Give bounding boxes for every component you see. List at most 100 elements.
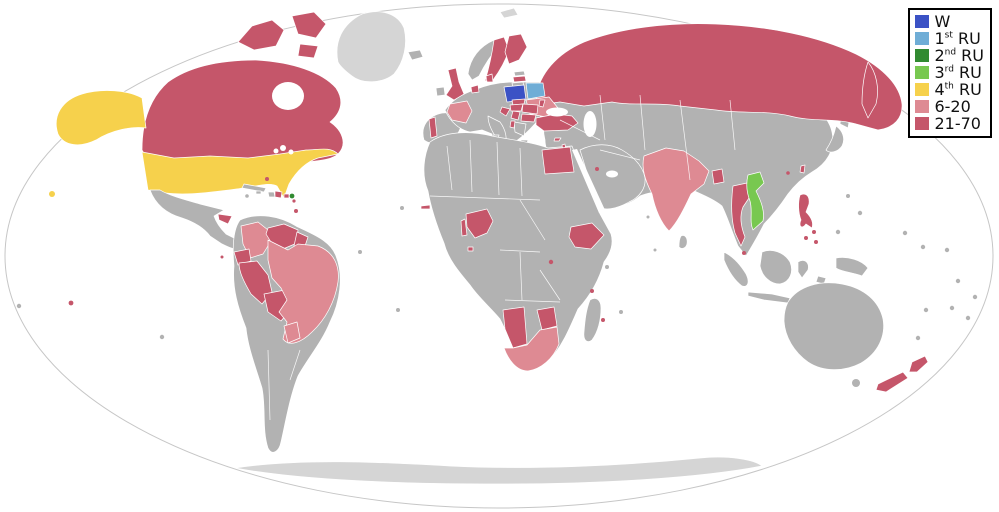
country-albania xyxy=(509,120,516,129)
island-dot-pacific-left-2 xyxy=(159,334,165,340)
country-canada-arctic xyxy=(237,11,327,59)
island-dot-pacific-12 xyxy=(846,194,850,198)
country-bahrain xyxy=(595,167,599,171)
red-sea xyxy=(572,149,605,213)
island-dot-lakshadweep xyxy=(646,215,650,219)
country-finland xyxy=(504,33,528,65)
legend-label-1st-ru: 1st RU xyxy=(934,29,981,48)
country-brazil xyxy=(267,239,339,344)
country-thailand xyxy=(731,182,752,247)
island-dot-pacific-1 xyxy=(857,210,863,216)
island-tasmania xyxy=(852,379,860,387)
country-cuba xyxy=(241,183,267,193)
island-dot-atlantic-2 xyxy=(396,308,400,312)
country-nigeria xyxy=(465,208,494,239)
island-dot-pacific-8 xyxy=(965,315,971,321)
island-dot-philippines-3 xyxy=(814,240,818,244)
country-bulgaria xyxy=(520,113,537,123)
country-honduras xyxy=(217,213,233,225)
country-iceland xyxy=(407,49,424,61)
legend-swatch-6-20 xyxy=(915,100,930,113)
country-usa-hawaii xyxy=(49,191,55,197)
country-jamaica xyxy=(255,190,262,195)
country-gambia xyxy=(420,204,431,210)
country-vietnam xyxy=(746,171,765,231)
legend-item-2nd-ru: 2nd RU xyxy=(915,47,984,64)
country-belarus xyxy=(525,82,546,100)
island-borneo xyxy=(759,250,792,285)
legend: W 1st RU 2nd RU 3rd RU 4th RU 6-20 21-70 xyxy=(908,8,992,138)
legend-item-w: W xyxy=(915,13,984,30)
country-netherlands xyxy=(470,84,480,94)
black-sea xyxy=(546,107,568,117)
country-zimbabwe xyxy=(536,306,558,331)
country-paraguay xyxy=(283,321,301,344)
territory-hong-kong xyxy=(786,171,790,175)
country-croatia xyxy=(499,106,511,117)
legend-label-3rd-ru: 3rd RU xyxy=(934,63,982,82)
country-ghana xyxy=(460,218,468,237)
projection-outline xyxy=(4,3,994,509)
country-egypt xyxy=(541,146,575,175)
country-romania xyxy=(521,103,539,115)
legend-swatch-21-70 xyxy=(915,117,930,130)
country-rwanda xyxy=(548,259,554,265)
country-bangladesh xyxy=(711,168,725,185)
country-madagascar xyxy=(583,298,602,342)
island-dot-galapagos xyxy=(220,255,224,259)
legend-swatch-w xyxy=(915,15,930,28)
persian-gulf xyxy=(606,170,618,178)
caribbean-island-2nd-ru xyxy=(289,193,295,199)
island-dot-pacific-4 xyxy=(920,244,926,250)
island-dot-pacific-5 xyxy=(944,247,950,253)
island-dot-mauritius xyxy=(601,318,605,322)
island-dot-canary xyxy=(435,156,439,160)
country-usa-alaska xyxy=(56,90,147,146)
island-dot-antilles-1 xyxy=(292,199,296,203)
caspian-sea xyxy=(583,111,597,137)
island-dot-maldives xyxy=(653,248,657,252)
country-moldova xyxy=(538,99,546,108)
svalbard xyxy=(499,7,519,19)
country-taiwan xyxy=(799,164,806,174)
country-australia xyxy=(783,282,884,370)
country-latvia xyxy=(512,75,527,83)
country-russia xyxy=(535,23,903,131)
country-south-africa xyxy=(503,326,560,372)
island-dot-indian-2 xyxy=(619,310,623,314)
country-cyprus xyxy=(553,137,562,142)
island-dot-philippines-2 xyxy=(804,236,808,240)
island-dot-pacific-2 xyxy=(835,229,841,235)
island-dot-pacific-9 xyxy=(949,305,955,311)
island-dot-pacific-7 xyxy=(972,294,978,300)
island-dot-french-polynesia xyxy=(68,300,74,306)
country-hungary xyxy=(509,103,524,112)
country-india xyxy=(642,147,710,232)
island-dot-sao-tome xyxy=(458,250,462,254)
island-sardinia xyxy=(474,119,480,129)
africa xyxy=(423,132,613,368)
island-dot-atlantic-1 xyxy=(358,250,362,254)
country-namibia xyxy=(502,306,528,349)
island-dot-pacific-6 xyxy=(955,278,961,284)
country-dominican-republic xyxy=(274,190,283,199)
legend-label-6-20: 6-20 xyxy=(934,97,971,116)
island-sumatra xyxy=(723,251,749,287)
legend-swatch-3rd-ru xyxy=(915,66,930,79)
legend-item-3rd-ru: 3rd RU xyxy=(915,64,984,81)
country-greece xyxy=(513,121,527,137)
island-dot-cape-verde xyxy=(400,206,404,210)
antarctica xyxy=(234,456,763,485)
legend-label-w: W xyxy=(934,12,951,31)
country-estonia xyxy=(513,70,526,77)
island-dot-indian-1 xyxy=(605,265,609,269)
country-puerto-rico xyxy=(283,193,290,199)
island-dot-philippines-1 xyxy=(812,230,816,234)
country-serbia xyxy=(510,110,521,121)
legend-swatch-4th-ru xyxy=(915,83,930,96)
island-sulawesi xyxy=(797,260,809,279)
internal-borders xyxy=(267,94,736,421)
country-ireland xyxy=(435,86,446,97)
